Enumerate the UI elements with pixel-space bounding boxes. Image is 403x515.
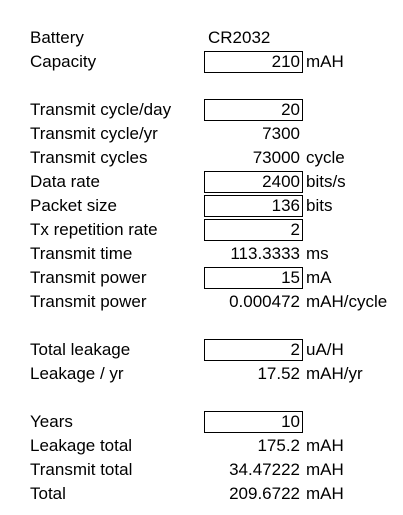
input-cell (204, 51, 303, 73)
input-cell (204, 171, 303, 193)
cell-value: 210 (271, 52, 300, 71)
cell-value: 2 (290, 220, 300, 239)
cell-value: 17.52 (257, 364, 300, 383)
cell-value: 10 (281, 412, 300, 431)
cell-value: 2 (290, 340, 300, 359)
row-label: Capacity (30, 52, 97, 71)
row-label: Data rate (30, 172, 100, 191)
cell-value: 209.6722 (229, 484, 300, 503)
row-label: Years (30, 412, 73, 431)
cell-value: 7300 (262, 124, 300, 143)
cell-value: 15 (281, 268, 300, 287)
cell-value: 2400 (262, 172, 300, 191)
row-label: Tx repetition rate (30, 220, 158, 239)
cell-unit: mAH (306, 484, 344, 503)
cell-unit: uA/H (306, 340, 344, 359)
cell-unit: ms (306, 244, 329, 263)
row-label: Total (30, 484, 66, 503)
cell-unit: mAH (306, 436, 344, 455)
cell-unit: bits/s (306, 172, 346, 191)
cell-unit: mAH (306, 52, 344, 71)
cell-value: 20 (281, 100, 300, 119)
cell-value: CR2032 (208, 28, 271, 47)
cell-value: 175.2 (257, 436, 300, 455)
input-cell (204, 267, 303, 289)
cell-unit: mAH/cycle (306, 292, 388, 311)
input-cell (204, 339, 303, 361)
cell-unit: bits (306, 196, 333, 215)
cell-value: 136 (271, 196, 300, 215)
row-label: Transmit cycles (30, 148, 148, 167)
cell-unit: cycle (306, 148, 345, 167)
row-label: Leakage / yr (30, 364, 124, 383)
cell-unit: mAH/yr (306, 364, 363, 383)
input-cell (204, 99, 303, 121)
row-label: Battery (30, 28, 84, 47)
row-label: Transmit cycle/day (30, 100, 172, 119)
row-label: Transmit cycle/yr (30, 124, 158, 143)
row-label: Transmit power (30, 292, 147, 311)
cell-value: 73000 (252, 148, 300, 167)
row-label: Transmit time (30, 244, 133, 263)
row-label: Total leakage (30, 340, 131, 359)
cell-value: 113.3333 (230, 244, 300, 263)
cell-unit: mA (306, 268, 332, 287)
row-label: Transmit power (30, 268, 147, 287)
row-label: Leakage total (30, 436, 133, 455)
cell-value: 0.000472 (229, 292, 300, 311)
row-label: Transmit total (30, 460, 133, 479)
input-cell (204, 219, 303, 241)
row-label: Packet size (30, 196, 117, 215)
input-cell (204, 411, 303, 433)
cell-unit: mAH (306, 460, 344, 479)
cell-value: 34.47222 (229, 460, 300, 479)
input-cell (204, 195, 303, 217)
